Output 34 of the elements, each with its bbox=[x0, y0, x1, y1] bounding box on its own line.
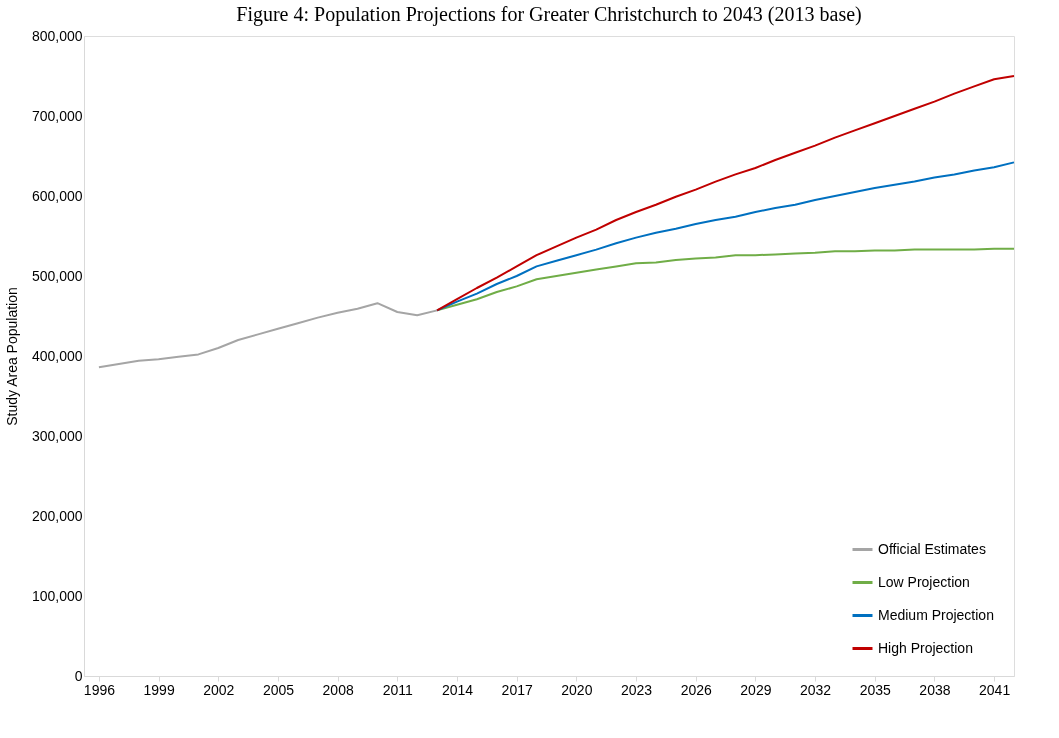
y-tick-label: 500,000 bbox=[31, 267, 83, 284]
x-tick-label: 2017 bbox=[501, 681, 533, 698]
x-tick-label: 2002 bbox=[203, 681, 235, 698]
y-tick-label: 300,000 bbox=[31, 427, 83, 444]
y-tick-label: 0 bbox=[74, 667, 83, 684]
y-axis-title: Study Area Population bbox=[3, 287, 20, 426]
legend-label: Medium Projection bbox=[878, 606, 994, 623]
y-tick-label: 700,000 bbox=[31, 107, 83, 124]
x-tick-label: 2038 bbox=[919, 681, 951, 698]
x-tick-label: 2008 bbox=[322, 681, 354, 698]
y-tick-label: 200,000 bbox=[31, 507, 83, 524]
x-tick-label: 1996 bbox=[83, 681, 116, 698]
x-tick-label: 2020 bbox=[561, 681, 593, 698]
line-series bbox=[436, 247, 1015, 312]
x-tick-label: 2032 bbox=[799, 681, 832, 698]
legend-label: Official Estimates bbox=[878, 540, 986, 557]
x-tick-label: 2041 bbox=[979, 681, 1011, 698]
x-tick-label: 2035 bbox=[859, 681, 892, 698]
chart-title: Figure 4: Population Projections for Greater Christchurch to 2043 (2013 base) bbox=[236, 3, 862, 26]
x-tick-label: 2011 bbox=[382, 681, 414, 698]
line-series bbox=[97, 302, 439, 369]
y-tick-label: 600,000 bbox=[31, 187, 83, 204]
x-tick-label: 2023 bbox=[620, 681, 653, 698]
line-series bbox=[436, 75, 1015, 312]
y-tick-label: 800,000 bbox=[31, 27, 83, 44]
legend-label: Low Projection bbox=[878, 573, 970, 590]
x-tick-label: 1999 bbox=[143, 681, 175, 698]
legend-label: High Projection bbox=[878, 639, 973, 656]
x-tick-label: 2026 bbox=[680, 681, 712, 698]
y-tick-label: 100,000 bbox=[31, 587, 83, 604]
y-tick-label: 400,000 bbox=[31, 347, 83, 364]
x-tick-label: 2029 bbox=[740, 681, 772, 698]
x-tick-label: 2005 bbox=[262, 681, 295, 698]
x-tick-label: 2014 bbox=[441, 681, 474, 698]
